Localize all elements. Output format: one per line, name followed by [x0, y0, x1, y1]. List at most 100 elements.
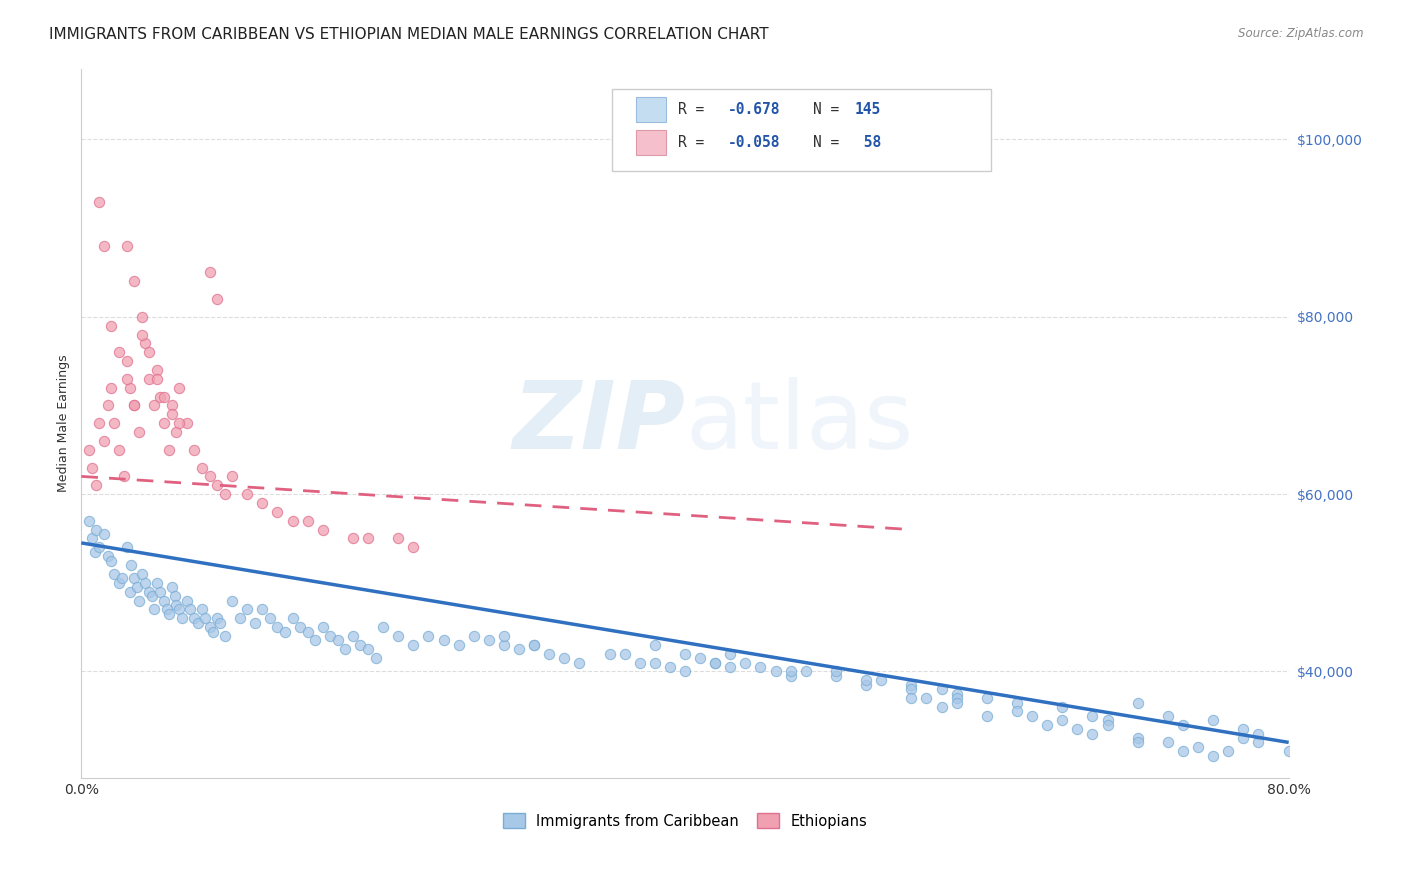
Point — [89, 541, 111, 555]
Point — [523, 638, 546, 652]
Point — [931, 682, 953, 697]
Point — [274, 624, 297, 639]
Point — [1097, 713, 1119, 727]
Point — [900, 691, 922, 706]
Point — [1081, 726, 1104, 740]
Point — [149, 390, 172, 404]
Point — [103, 416, 125, 430]
Point — [153, 390, 176, 404]
Point — [1157, 735, 1180, 749]
Point — [131, 566, 153, 581]
Point — [794, 665, 817, 679]
Point — [1052, 700, 1074, 714]
Point — [357, 532, 380, 546]
Point — [418, 629, 440, 643]
Point — [108, 442, 131, 457]
Point — [1187, 739, 1209, 754]
Point — [100, 554, 122, 568]
Point — [288, 620, 311, 634]
Point — [492, 629, 515, 643]
Point — [599, 647, 621, 661]
Point — [142, 399, 165, 413]
Point — [304, 633, 326, 648]
Point — [870, 673, 893, 688]
Point — [319, 629, 342, 643]
Point — [201, 624, 224, 639]
Point — [976, 708, 998, 723]
Point — [1247, 726, 1270, 740]
Point — [644, 656, 666, 670]
Point — [205, 478, 228, 492]
Point — [160, 407, 183, 421]
Point — [508, 642, 530, 657]
Point — [312, 523, 335, 537]
Point — [402, 541, 425, 555]
Point — [115, 354, 138, 368]
Text: R =: R = — [678, 136, 713, 150]
Point — [205, 611, 228, 625]
Point — [523, 638, 546, 652]
Point — [689, 651, 711, 665]
Point — [89, 194, 111, 209]
Point — [142, 602, 165, 616]
Text: atlas: atlas — [685, 377, 914, 469]
Text: -0.058: -0.058 — [728, 136, 780, 150]
Point — [945, 696, 967, 710]
Point — [357, 642, 380, 657]
Point — [103, 566, 125, 581]
Point — [100, 381, 122, 395]
Point — [165, 598, 187, 612]
Point — [191, 460, 214, 475]
Point — [825, 665, 848, 679]
Y-axis label: Median Male Earnings: Median Male Earnings — [58, 354, 70, 492]
Point — [1247, 735, 1270, 749]
Point — [658, 660, 681, 674]
Point — [402, 638, 425, 652]
Point — [86, 478, 108, 492]
Point — [718, 647, 741, 661]
Point — [613, 647, 636, 661]
Point — [229, 611, 252, 625]
Point — [335, 642, 357, 657]
Point — [214, 629, 236, 643]
Point — [749, 660, 772, 674]
Point — [156, 602, 179, 616]
Point — [432, 633, 454, 648]
Point — [198, 265, 221, 279]
Point — [900, 678, 922, 692]
Point — [153, 416, 176, 430]
Point — [387, 629, 409, 643]
Point — [191, 602, 214, 616]
Point — [387, 532, 409, 546]
Point — [1052, 713, 1074, 727]
Text: Source: ZipAtlas.com: Source: ZipAtlas.com — [1239, 27, 1364, 40]
Point — [128, 425, 150, 439]
Point — [945, 691, 967, 706]
Point — [779, 669, 801, 683]
Point — [115, 372, 138, 386]
Point — [214, 487, 236, 501]
Point — [145, 363, 167, 377]
Point — [349, 638, 371, 652]
Point — [281, 611, 304, 625]
Point — [342, 629, 364, 643]
Point — [931, 700, 953, 714]
Point — [1005, 705, 1028, 719]
Point — [1218, 744, 1240, 758]
Point — [97, 399, 120, 413]
Point — [478, 633, 501, 648]
Point — [111, 571, 134, 585]
Point — [100, 318, 122, 333]
Point — [97, 549, 120, 564]
Point — [186, 615, 208, 630]
Point — [108, 345, 131, 359]
Text: ZIP: ZIP — [512, 377, 685, 469]
Point — [673, 665, 696, 679]
Point — [825, 669, 848, 683]
Point — [1005, 696, 1028, 710]
Point — [1126, 696, 1149, 710]
Text: R =: R = — [678, 103, 713, 117]
Point — [141, 589, 163, 603]
Point — [538, 647, 561, 661]
Point — [312, 620, 335, 634]
